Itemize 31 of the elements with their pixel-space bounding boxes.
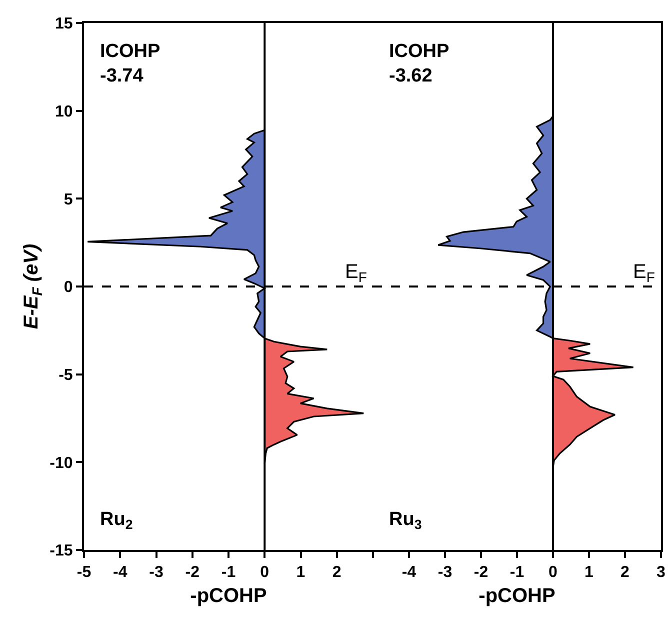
x-tick-label: -4 [113,564,128,582]
y-tick-label: 0 [64,279,73,296]
annotation: ICOHP -3.74 [100,41,160,87]
y-tick-label: 5 [64,191,73,208]
x-tick-label: 2 [620,564,630,582]
x-tick-label: 1 [584,564,594,582]
y-tick-label: 10 [55,103,73,120]
x-tick-label: 3 [656,564,666,582]
x-axis-title: -pCOHP [190,585,267,608]
x-axis-title: -pCOHP [478,585,556,608]
x-tick-label: -1 [221,564,236,582]
x-tick-label: 2 [332,564,342,582]
annotation: ICOHP -3.62 [389,41,450,87]
x-tick-label: -3 [438,564,452,582]
x-tick-label: -3 [149,564,164,582]
y-tick-label: -10 [50,454,73,472]
x-tick-label: -2 [185,564,200,582]
ref-line-label: E$_{F}$ [633,261,655,286]
y-tick-label: -5 [58,366,73,384]
ref-line-label: E$_{F}$ [345,261,367,286]
annotation: Ru$_{2}$ [100,509,133,532]
x-tick-label: -2 [474,564,488,582]
x-tick-label: -1 [510,564,524,582]
y-tick-label: 15 [55,16,73,33]
y-tick-label: -15 [50,542,73,560]
x-tick-label: -4 [402,564,416,582]
annotation: Ru$_{3}$ [389,509,422,532]
x-tick-label: 0 [548,564,558,582]
x-tick-label: 1 [296,564,306,582]
x-tick-label: 0 [260,564,270,582]
x-tick-label: -5 [76,564,92,582]
